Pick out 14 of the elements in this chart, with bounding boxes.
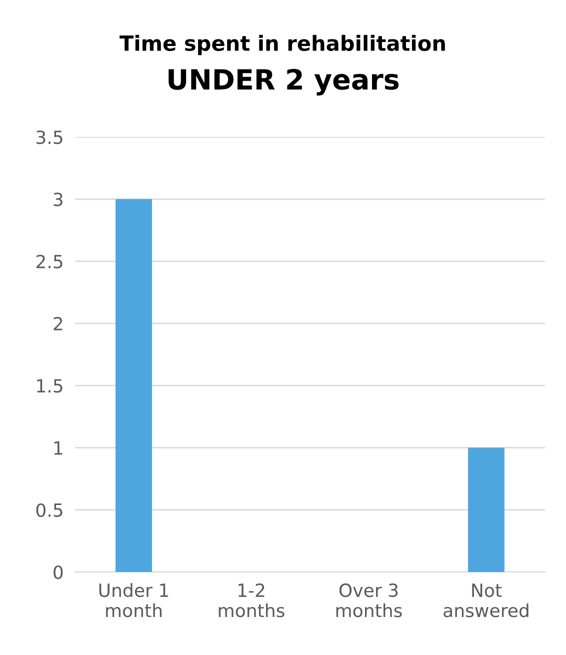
x-tick-label: Not answered xyxy=(444,584,528,618)
x-tick-label: Over 3 months xyxy=(336,583,402,618)
chart-title: Time spent in rehabilitation xyxy=(120,34,445,56)
y-tick-label: 3.5 xyxy=(36,130,62,144)
chart-subtitle: UNDER 2 years xyxy=(168,68,399,96)
y-tick-label: 1.5 xyxy=(37,379,62,393)
y-tick-label: 0.5 xyxy=(36,503,62,517)
y-tick-label: 0 xyxy=(54,565,63,580)
y-tick-label: 3 xyxy=(54,192,62,206)
y-tick-label: 1 xyxy=(54,441,62,455)
x-tick-label: Under 1 month xyxy=(99,583,168,618)
x-tick-label: 1-2 months xyxy=(218,583,284,618)
y-tick-label: 2.5 xyxy=(36,254,62,268)
y-tick-label: 2 xyxy=(54,316,62,330)
